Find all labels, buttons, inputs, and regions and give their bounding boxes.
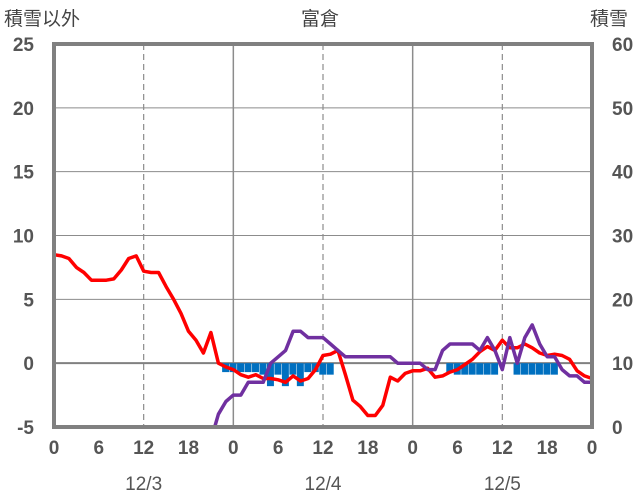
x-tick-label: 18	[357, 438, 378, 459]
left-y-tick-label: 0	[23, 354, 34, 375]
right-y-tick-label: 10	[612, 354, 633, 375]
precip-bar	[543, 363, 551, 375]
right-y-tick-label: 50	[612, 99, 633, 120]
precip-bar	[535, 363, 543, 375]
precip-bar	[528, 363, 536, 375]
x-tick-label: 6	[273, 438, 284, 459]
x-tick-label: 0	[407, 438, 418, 459]
x-axis: 0 6 12 18 0 6 12 18 0 6 12 18 0	[49, 438, 598, 459]
x-tick-label: 18	[537, 438, 558, 459]
precip-bar	[476, 363, 484, 375]
x-tick-label: 12	[312, 438, 333, 459]
precip-bar	[326, 363, 334, 375]
precip-bar	[281, 363, 289, 387]
right-axis-title: 積雪	[590, 8, 629, 30]
precip-bar	[289, 363, 297, 375]
x-tick-label: 18	[178, 438, 199, 459]
precip-bar	[259, 363, 267, 375]
right-y-tick-label: 0	[612, 418, 623, 439]
chart-title: 富倉	[301, 8, 340, 30]
right-y-axis: 0 10 20 30 40 50 60	[612, 35, 633, 439]
precip-bar	[550, 363, 558, 375]
precip-bar	[252, 363, 259, 373]
x-tick-label: 12	[492, 438, 513, 459]
snow-depth-line	[52, 323, 594, 429]
precip-bar	[461, 363, 469, 375]
x-tick-label: 6	[94, 438, 105, 459]
precip-bar	[304, 363, 312, 373]
precip-bar	[468, 363, 476, 375]
right-y-tick-label: 60	[612, 35, 633, 56]
precip-bar	[491, 363, 499, 375]
left-y-tick-label: 20	[13, 99, 34, 120]
x-tick-label: 0	[49, 438, 60, 459]
precip-bar	[319, 363, 327, 375]
date-label: 12/4	[305, 474, 342, 495]
temperature-line	[52, 252, 594, 418]
right-y-tick-label: 20	[612, 290, 633, 311]
precip-bar	[513, 363, 521, 375]
precip-bar	[446, 363, 454, 373]
right-y-tick-label: 40	[612, 163, 633, 184]
precip-bar	[237, 363, 245, 373]
date-labels: 12/3 12/4 12/5	[125, 474, 521, 495]
right-y-tick-label: 30	[612, 227, 633, 248]
precip-bar	[266, 363, 274, 387]
left-y-tick-label: -5	[17, 418, 34, 439]
x-tick-label: 6	[452, 438, 463, 459]
left-y-tick-label: 10	[13, 227, 34, 248]
date-label: 12/5	[484, 474, 521, 495]
left-y-tick-label: 25	[13, 35, 35, 56]
precip-bar	[521, 363, 528, 375]
date-label: 12/3	[125, 474, 162, 495]
x-tick-label: 0	[228, 438, 239, 459]
precip-bar	[296, 363, 304, 387]
x-tick-label: 12	[133, 438, 154, 459]
precip-bar	[244, 363, 252, 373]
plot-frame	[52, 42, 594, 429]
left-axis-title: 積雪以外	[4, 8, 81, 30]
plot-border	[52, 42, 594, 429]
left-y-axis: -5 0 5 10 15 20 25	[13, 35, 35, 439]
precip-bar	[483, 363, 491, 375]
left-y-tick-label: 5	[23, 290, 34, 311]
left-y-tick-label: 15	[13, 163, 35, 184]
precip-bar	[274, 363, 282, 375]
x-tick-label: 0	[587, 438, 598, 459]
precip-bar	[229, 363, 237, 373]
series-lines	[52, 252, 594, 429]
